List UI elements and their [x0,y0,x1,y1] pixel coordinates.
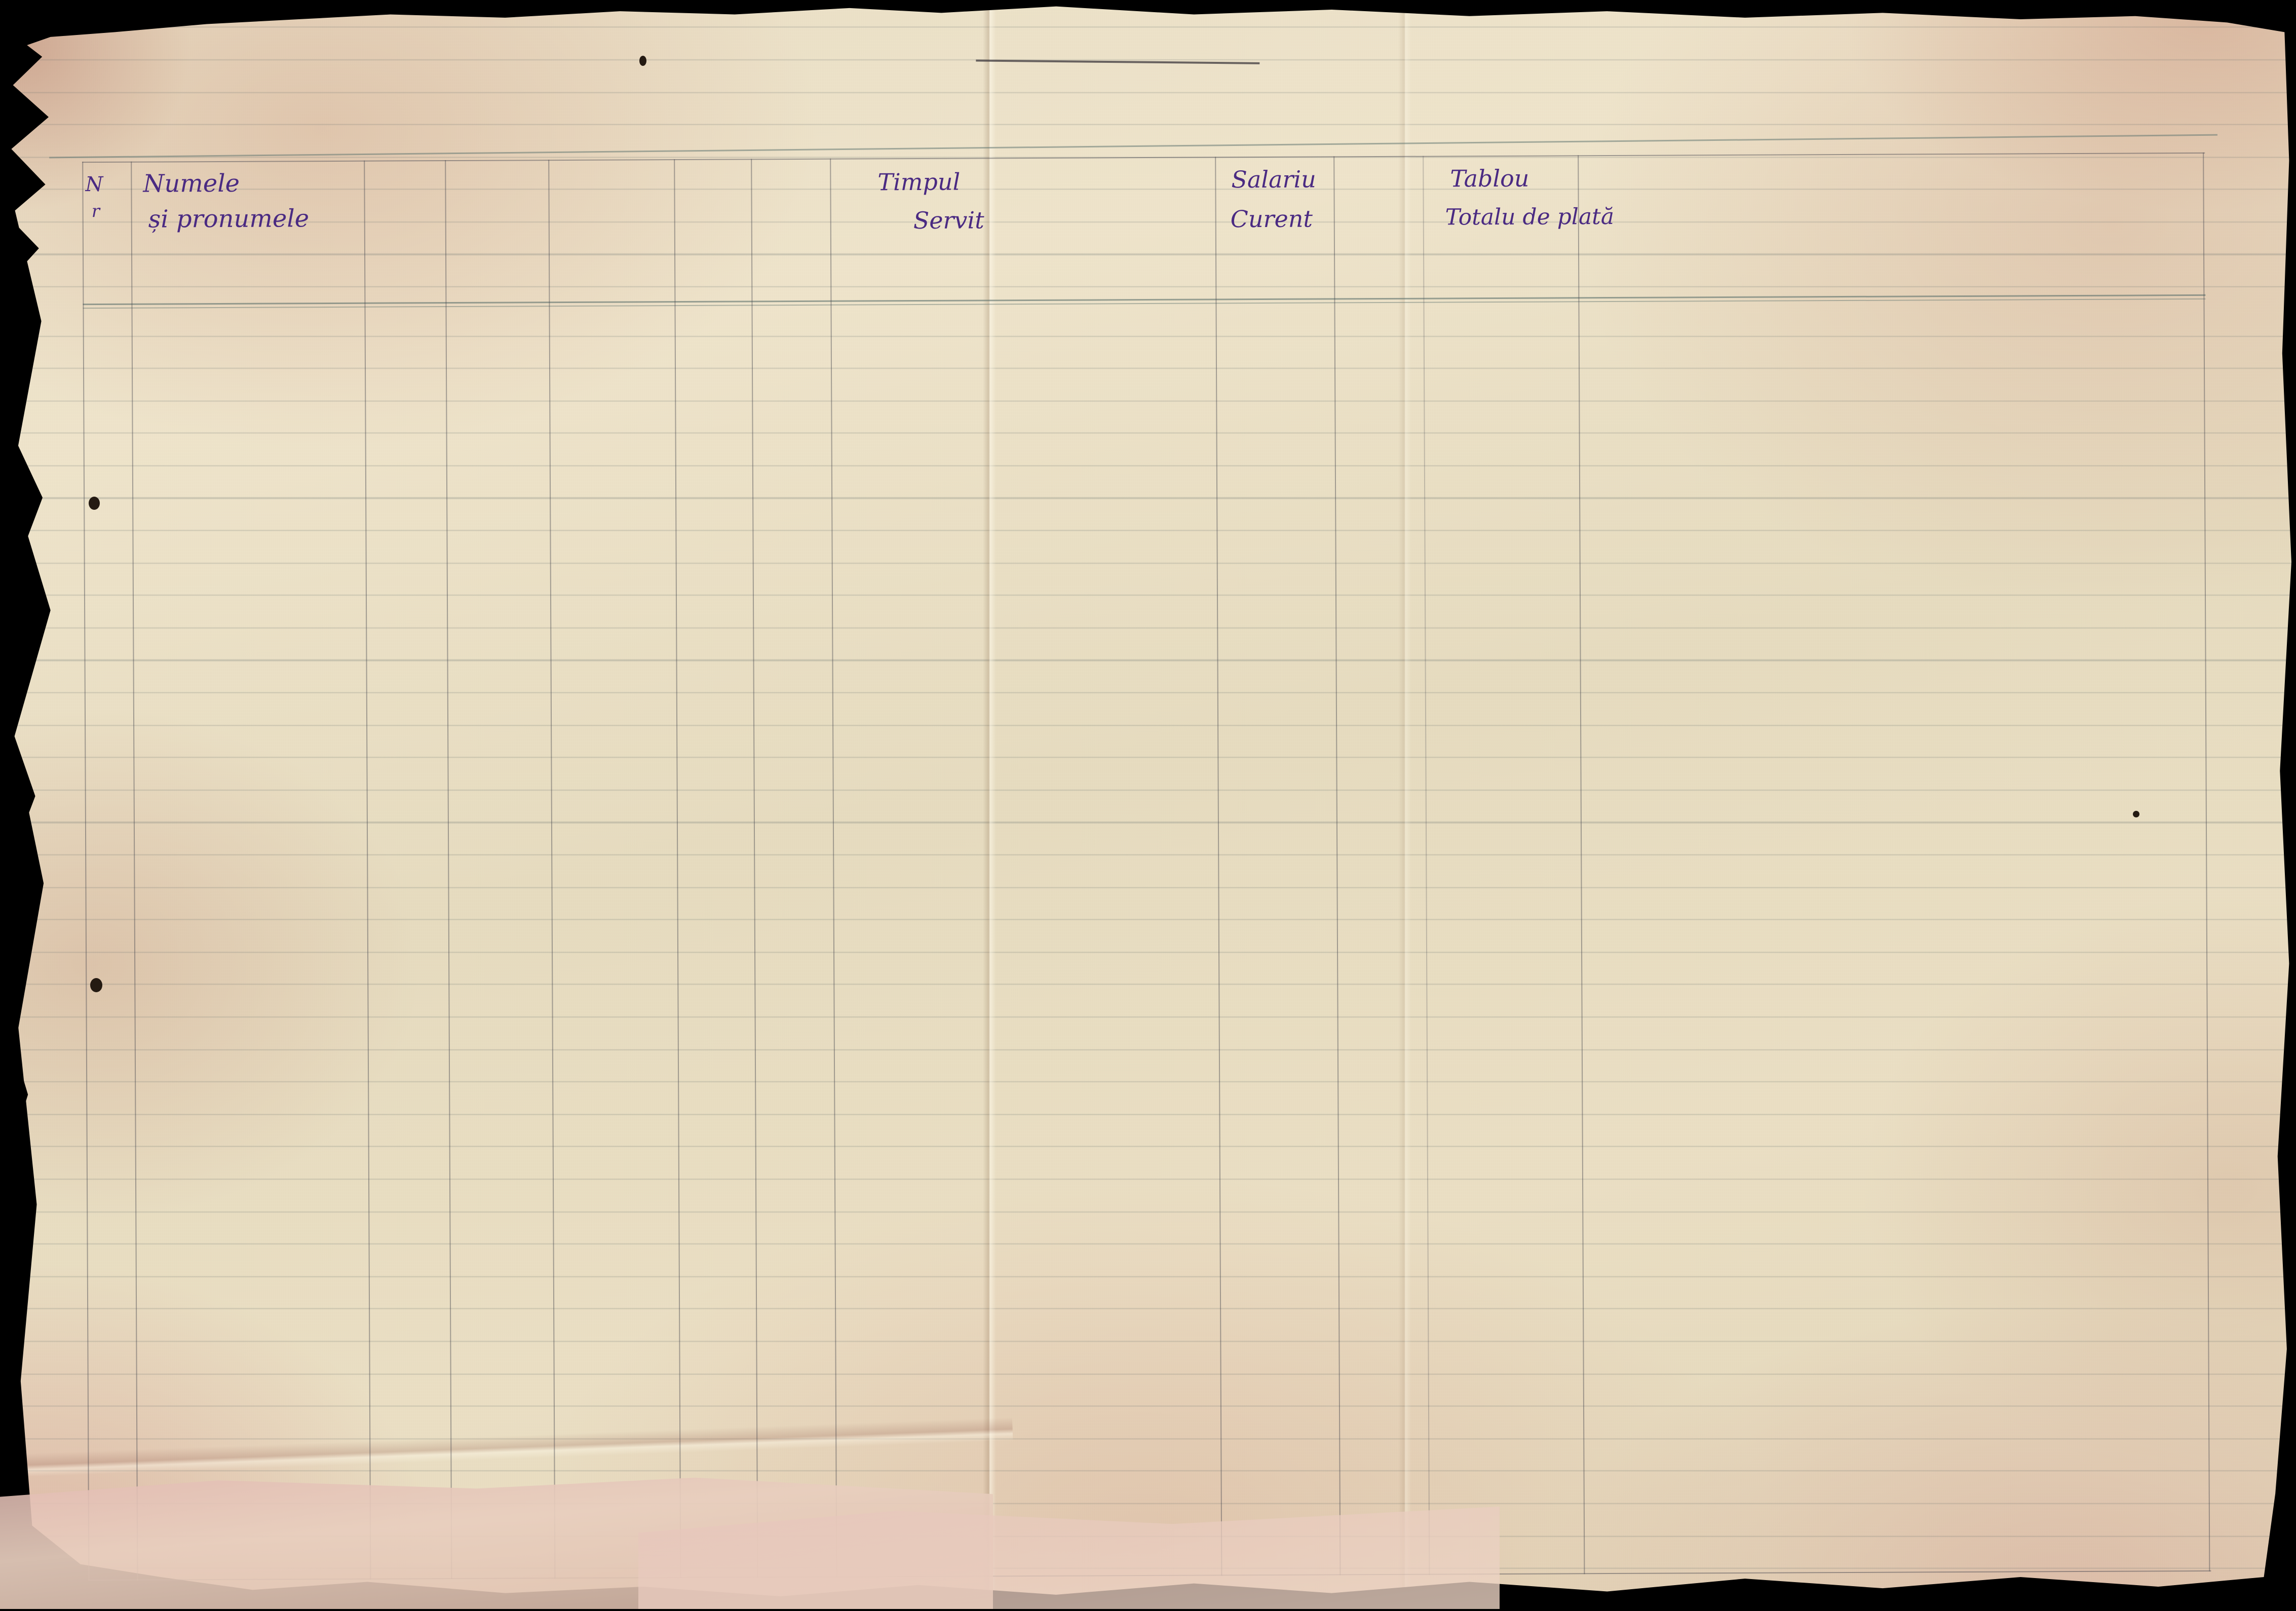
header-total-line1: Tablou [1450,165,1529,193]
header-name-line2: și pronumele [148,204,310,233]
header-index: N [85,173,103,196]
cell-tax [1337,335,1423,336]
cell-sal [1217,304,1334,305]
header-salary-current-line1: Salariu [1231,166,1316,194]
cell-time [832,305,1212,306]
cell-func [551,307,675,308]
cell-fix [754,369,825,370]
header-index-sub: r [92,201,100,221]
cell-sal [1218,367,1334,368]
ledger-table: N r Numele și pronumele Timpul Servit Sa… [82,153,2211,1581]
header-total-line2: Totalu de plată [1445,204,1615,230]
table-border-bottom [88,1570,2211,1581]
cell-sig [1583,299,1866,306]
cell-date [448,339,549,340]
cell-dec [366,308,447,309]
corner-note-underline [976,59,1259,64]
cell-name [133,309,356,310]
cell-tot [1426,334,1578,335]
header-time-served-line1: Timpul [877,168,960,196]
cell-tot [1425,303,1577,304]
header-salary-current-line2: Curent [1231,205,1313,233]
header-name-line1: Numele [143,169,240,198]
header-time-served-line2: Servit [913,206,984,234]
cell-fix [754,338,825,339]
cell-tot [1426,366,1578,367]
cell-tax [1336,304,1423,305]
